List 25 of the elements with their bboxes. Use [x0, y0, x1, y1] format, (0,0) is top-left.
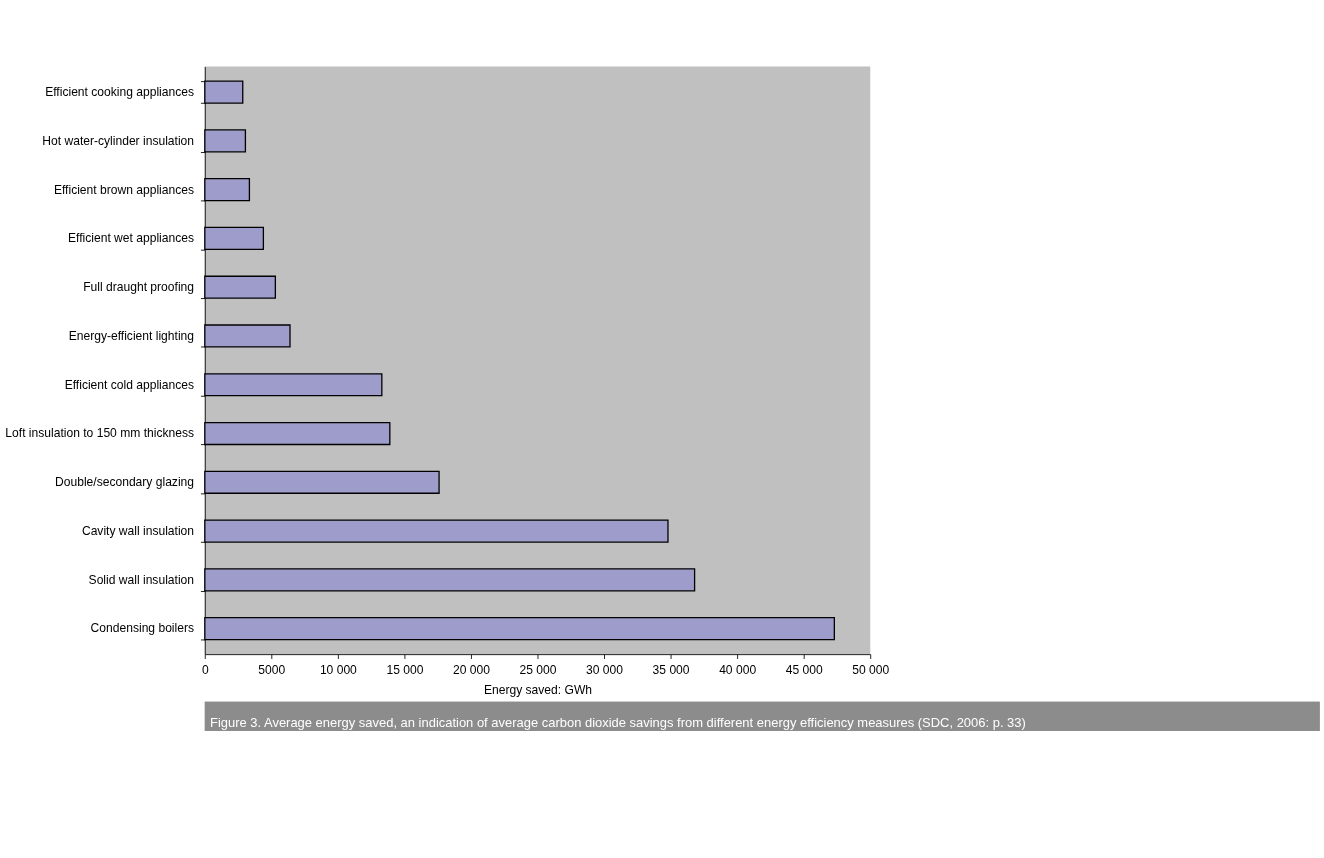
x-tick-label: 20 000	[452, 662, 491, 677]
y-tick-label: Cavity wall insulation	[81, 523, 195, 538]
x-tick-label: 5000	[258, 662, 286, 677]
y-tick-label: Condensing boilers	[90, 621, 195, 636]
x-tick-label: 30 000	[586, 662, 624, 677]
y-tick-label: Efficient cooking appliances	[45, 85, 195, 100]
x-tick-label: 40 000	[719, 662, 757, 677]
y-tick-label: Hot water-cylinder insulation	[42, 133, 195, 148]
x-tick-label: 0	[201, 662, 209, 677]
y-tick-label: Efficient brown appliances	[53, 182, 195, 197]
x-tick-label: 10 000	[319, 662, 358, 677]
x-tick-label: 25 000	[519, 662, 557, 677]
x-axis-title: Energy saved: GWh	[483, 683, 593, 698]
x-tick-label: 35 000	[652, 662, 690, 677]
caption: Figure 3. Average energy saved, an indication of average carbon dioxide savings from different energy efficiency measures (SDC, 2006: p. 33)	[210, 714, 1026, 730]
y-tick-label: Efficient wet appliances	[68, 231, 195, 246]
y-tick-label: Loft insulation to 150 mm thickness	[5, 426, 195, 441]
x-tick-label: 45 000	[785, 662, 823, 677]
x-tick-label: 15 000	[386, 662, 424, 677]
y-tick-label: Full draught proofing	[83, 280, 195, 295]
y-tick-label: Solid wall insulation	[88, 572, 195, 587]
x-tick-label: 50 000	[852, 662, 890, 677]
y-tick-label: Energy-efficient lighting	[68, 328, 195, 343]
y-tick-label: Double/secondary glazing	[55, 475, 195, 490]
y-tick-label: Efficient cold appliances	[64, 377, 195, 392]
